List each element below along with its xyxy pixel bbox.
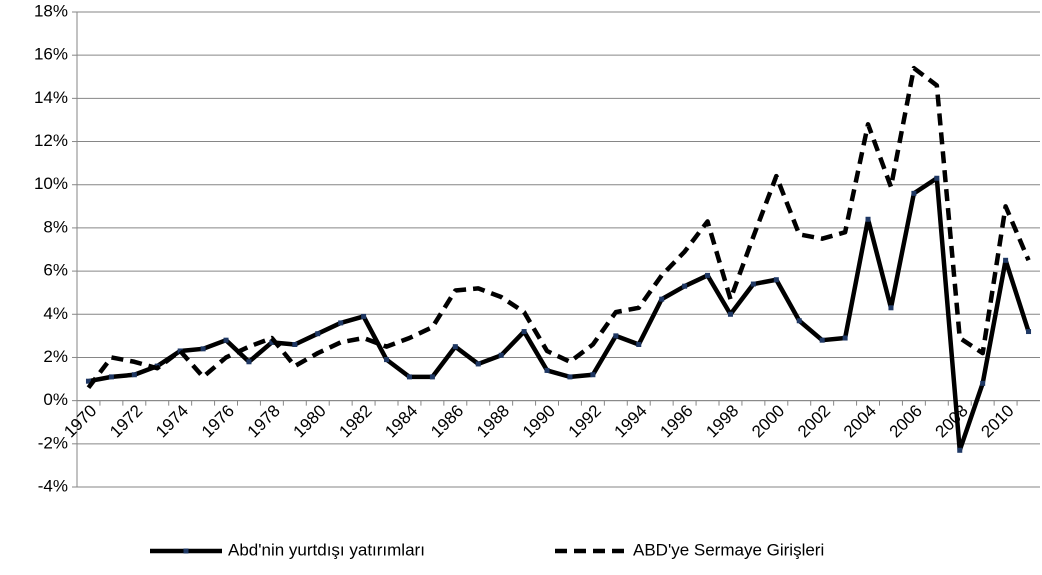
y-tick-label: 16%: [34, 45, 68, 64]
marker: [544, 367, 550, 373]
series-line: [88, 176, 1031, 453]
y-tick-label: 8%: [43, 217, 68, 236]
marker: [384, 357, 390, 363]
marker: [636, 342, 642, 347]
marker: [796, 318, 802, 324]
x-tick-label: 2004: [840, 401, 880, 441]
y-tick-label: -2%: [38, 433, 68, 452]
marker: [911, 190, 917, 196]
marker: [200, 346, 206, 352]
x-tick-label: 1986: [427, 401, 467, 441]
marker: [269, 339, 275, 345]
marker: [750, 281, 756, 287]
marker: [177, 348, 183, 354]
y-tick-label: 12%: [34, 131, 68, 150]
x-tick-label: 1976: [198, 401, 238, 441]
x-tick-label: 1980: [290, 401, 330, 441]
marker: [613, 333, 619, 339]
x-tick-label: 2000: [748, 401, 788, 441]
x-tick-label: 1996: [656, 401, 696, 441]
legend-label: ABD'ye Sermaye Girişleri: [633, 540, 824, 559]
marker: [1026, 329, 1032, 335]
y-tick-label: -4%: [38, 476, 68, 495]
marker: [338, 320, 344, 326]
x-tick-label: 2006: [886, 401, 926, 441]
marker: [682, 283, 688, 289]
marker: [659, 296, 665, 302]
marker: [705, 272, 711, 278]
marker: [934, 175, 940, 181]
x-tick-label: 1974: [152, 401, 192, 441]
marker: [406, 374, 412, 380]
marker: [1003, 257, 1009, 263]
marker: [108, 374, 114, 380]
marker: [727, 311, 733, 317]
x-tick-label: 1978: [244, 401, 284, 441]
marker: [498, 352, 504, 358]
legend-label: Abd'nin yurtdışı yatırımları: [228, 540, 425, 559]
y-tick-label: 0%: [43, 390, 68, 409]
marker: [452, 344, 458, 350]
series-line: [86, 65, 1031, 390]
marker: [429, 374, 435, 380]
marker: [85, 378, 91, 384]
marker: [888, 305, 894, 311]
marker: [131, 372, 137, 378]
marker: [315, 331, 321, 337]
marker: [475, 361, 481, 367]
y-tick-label: 18%: [34, 1, 68, 20]
marker: [842, 335, 848, 341]
marker: [590, 372, 596, 378]
x-tick-label: 1988: [473, 401, 513, 441]
y-tick-label: 10%: [34, 174, 68, 193]
marker: [521, 329, 527, 335]
x-tick-label: 1990: [519, 401, 559, 441]
marker: [567, 374, 573, 380]
x-tick-label: 2002: [794, 401, 834, 441]
marker: [865, 216, 871, 222]
y-tick-label: 14%: [34, 88, 68, 107]
marker: [223, 337, 229, 343]
marker: [819, 337, 825, 343]
marker: [361, 313, 367, 319]
marker: [957, 447, 963, 453]
x-tick-label: 1972: [106, 401, 146, 441]
x-tick-label: 1992: [565, 401, 605, 441]
marker: [246, 359, 252, 365]
marker: [292, 342, 298, 347]
x-tick-label: 1994: [611, 401, 651, 441]
x-tick-label: 2010: [977, 401, 1017, 441]
y-tick-label: 2%: [43, 347, 68, 366]
marker: [980, 380, 986, 386]
y-tick-label: 4%: [43, 304, 68, 323]
x-tick-label: 1984: [381, 401, 421, 441]
x-tick-label: 1998: [702, 401, 742, 441]
x-tick-label: 1982: [335, 401, 375, 441]
legend-marker: [183, 548, 189, 554]
marker: [773, 277, 779, 283]
y-tick-label: 6%: [43, 261, 68, 280]
